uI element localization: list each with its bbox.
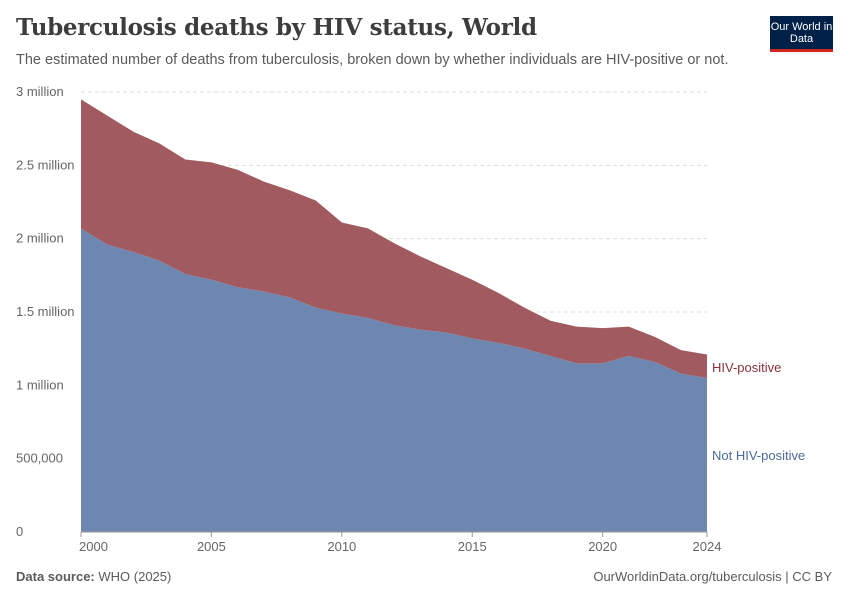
x-tick-label: 2005	[197, 539, 226, 554]
y-tick-label: 1 million	[16, 377, 64, 392]
y-tick-label: 2 million	[16, 231, 64, 246]
y-tick-label: 2.5 million	[16, 157, 75, 172]
x-tick-label: 2010	[327, 539, 356, 554]
series-label: HIV-positive	[712, 360, 781, 375]
chart-title: Tuberculosis deaths by HIV status, World	[16, 14, 537, 41]
area-hiv-positive	[81, 99, 707, 378]
owid-logo[interactable]: Our World in Data	[770, 16, 833, 52]
data-source: Data source: WHO (2025)	[16, 569, 171, 584]
x-tick-label: 2000	[79, 539, 108, 554]
area-not-hiv-positive	[81, 228, 707, 532]
y-tick-label: 0	[16, 524, 23, 539]
y-tick-label: 3 million	[16, 84, 64, 99]
footer-url[interactable]: OurWorldinData.org/tuberculosis | CC BY	[593, 569, 832, 584]
source-value[interactable]: WHO (2025)	[98, 569, 172, 584]
x-tick-label: 2015	[458, 539, 487, 554]
series-label: Not HIV-positive	[712, 448, 805, 463]
chart-subtitle: The estimated number of deaths from tube…	[16, 52, 729, 68]
x-tick-label: 2024	[693, 539, 722, 554]
y-tick-label: 1.5 million	[16, 304, 75, 319]
source-label: Data source:	[16, 569, 95, 584]
x-tick-label: 2020	[588, 539, 617, 554]
y-tick-label: 500,000	[16, 451, 63, 466]
